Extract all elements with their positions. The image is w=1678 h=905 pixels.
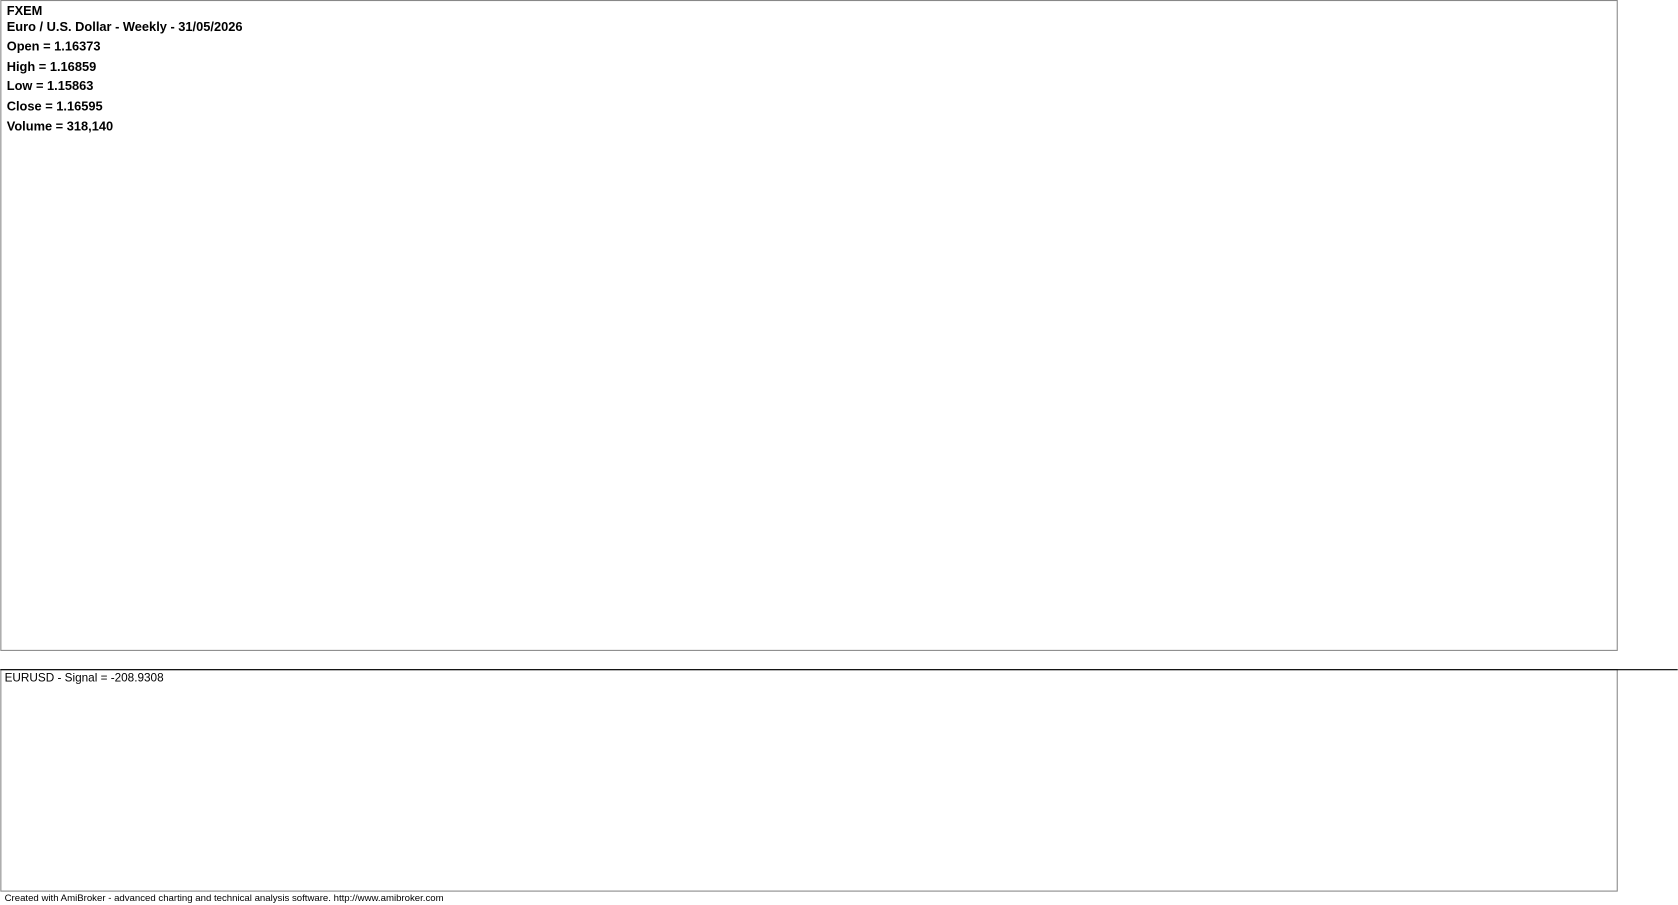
chart-title: Euro / U.S. Dollar - Weekly - 31/05/2026 xyxy=(7,19,243,34)
info-volume: Volume = 318,140 xyxy=(7,119,113,134)
price-panel-border xyxy=(0,0,1618,651)
info-high: High = 1.16859 xyxy=(7,59,97,74)
info-close: Close = 1.16595 xyxy=(7,98,103,113)
symbol: FXEM xyxy=(7,3,43,18)
info-low: Low = 1.15863 xyxy=(7,78,94,93)
signal-title: EURUSD - Signal = -208.9308 xyxy=(5,671,164,684)
footer: Created with AmiBroker - advanced charti… xyxy=(5,893,444,904)
info-open: Open = 1.16373 xyxy=(7,38,101,53)
